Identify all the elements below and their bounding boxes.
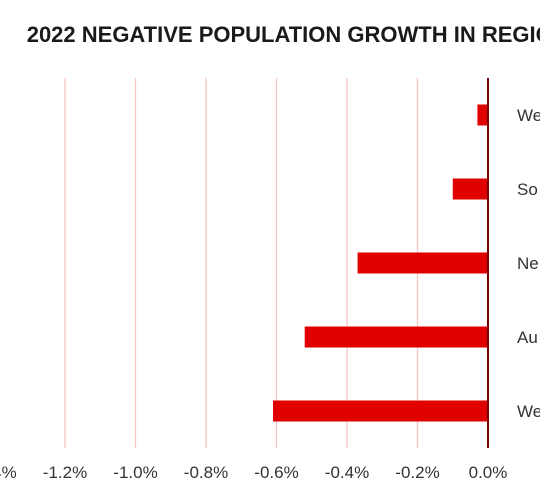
bar-3 (304, 326, 488, 348)
category-label: So (517, 180, 538, 199)
x-tick-label: -0.8% (184, 463, 228, 482)
x-tick-label: -0.2% (395, 463, 439, 482)
category-label: We (517, 106, 540, 125)
x-tick-label: -1.4% (0, 463, 17, 482)
chart-title: 2022 NEGATIVE POPULATION GROWTH IN REGIO… (27, 22, 540, 47)
bar-1 (452, 178, 488, 200)
x-tick-label: 0.0% (469, 463, 508, 482)
category-label: Au (517, 328, 538, 347)
category-label: We (517, 402, 540, 421)
category-label: Ne (517, 254, 539, 273)
gridlines (64, 78, 419, 448)
category-labels: We So Ne Au We (517, 106, 540, 421)
bar-0 (477, 104, 488, 126)
bar-4 (272, 400, 488, 422)
x-tick-label: -1.0% (113, 463, 157, 482)
bar-2 (357, 252, 488, 274)
bars (272, 104, 488, 422)
x-tick-label: -1.2% (43, 463, 87, 482)
x-axis-ticks: -1.4% -1.2% -1.0% -0.8% -0.6% -0.4% -0.2% 0.0% (0, 463, 507, 482)
x-tick-label: -0.6% (254, 463, 298, 482)
x-tick-label: -0.4% (325, 463, 369, 482)
